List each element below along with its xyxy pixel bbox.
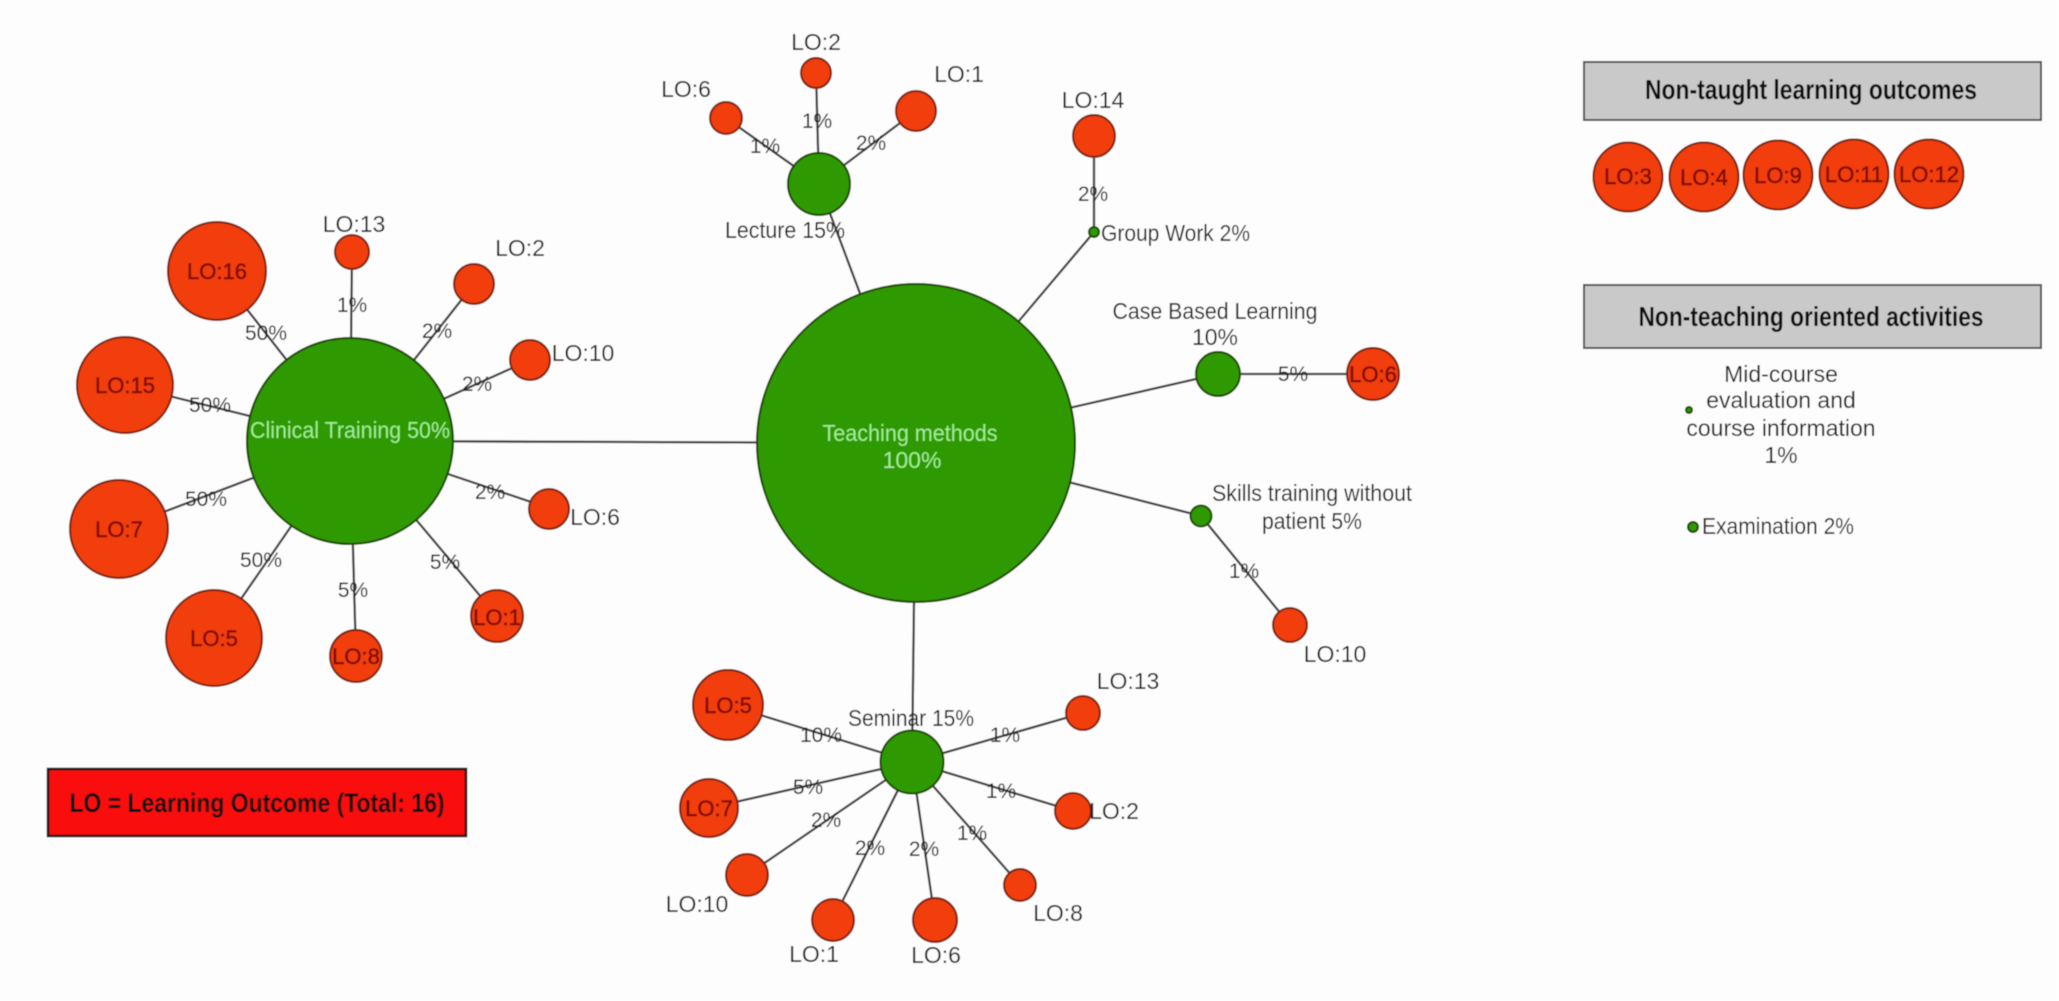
svg-text:10%: 10% (1192, 324, 1238, 350)
svg-text:LO:13: LO:13 (323, 211, 386, 237)
svg-text:LO:11: LO:11 (1825, 162, 1883, 187)
svg-text:LO:1: LO:1 (789, 941, 839, 967)
svg-text:1%: 1% (750, 135, 780, 158)
svg-text:50%: 50% (240, 549, 282, 572)
svg-text:2%: 2% (1078, 183, 1108, 206)
svg-text:100%: 100% (883, 447, 942, 473)
svg-text:Seminar 15%: Seminar 15% (848, 705, 974, 731)
svg-text:evaluation and: evaluation and (1706, 387, 1856, 413)
svg-text:LO:5: LO:5 (190, 626, 238, 651)
svg-text:1%: 1% (337, 294, 367, 317)
svg-text:LO:7: LO:7 (685, 796, 733, 821)
svg-text:5%: 5% (430, 551, 460, 574)
svg-text:50%: 50% (245, 322, 287, 345)
svg-text:Lecture 15%: Lecture 15% (725, 217, 845, 243)
svg-text:1%: 1% (1764, 442, 1797, 468)
svg-text:2%: 2% (856, 132, 886, 155)
svg-text:LO:10: LO:10 (552, 340, 615, 366)
svg-text:50%: 50% (185, 488, 227, 511)
svg-text:2%: 2% (909, 838, 939, 861)
svg-text:Teaching methods: Teaching methods (823, 420, 998, 446)
svg-text:1%: 1% (802, 110, 832, 133)
svg-text:LO:12: LO:12 (1899, 162, 1959, 187)
svg-text:Non-teaching oriented activiti: Non-teaching oriented activities (1639, 301, 1984, 332)
svg-text:LO:1: LO:1 (934, 61, 984, 87)
svg-text:course information: course information (1686, 415, 1875, 441)
svg-text:LO:7: LO:7 (95, 517, 143, 542)
svg-text:Clinical Training 50%: Clinical Training 50% (250, 417, 450, 443)
svg-text:LO:15: LO:15 (95, 373, 155, 398)
svg-text:LO:8: LO:8 (1033, 900, 1083, 926)
svg-text:LO:6: LO:6 (570, 504, 620, 530)
svg-text:LO = Learning Outcome (Total:: LO = Learning Outcome (Total: 16) (70, 788, 445, 818)
svg-text:1%: 1% (957, 822, 987, 845)
svg-text:Case Based Learning: Case Based Learning (1113, 298, 1318, 324)
svg-text:LO:2: LO:2 (1089, 798, 1139, 824)
svg-text:1%: 1% (990, 724, 1020, 747)
svg-text:LO:3: LO:3 (1604, 164, 1652, 189)
svg-text:LO:9: LO:9 (1754, 163, 1802, 188)
svg-text:50%: 50% (189, 394, 231, 417)
svg-text:2%: 2% (811, 809, 841, 832)
svg-text:LO:5: LO:5 (704, 693, 752, 718)
svg-text:2%: 2% (422, 320, 452, 343)
svg-text:Non-taught learning outcomes: Non-taught learning outcomes (1645, 74, 1977, 105)
svg-text:LO:10: LO:10 (666, 891, 729, 917)
svg-text:LO:2: LO:2 (495, 235, 545, 261)
svg-text:LO:10: LO:10 (1304, 641, 1367, 667)
svg-text:Skills training without: Skills training without (1212, 480, 1413, 506)
svg-text:LO:14: LO:14 (1062, 87, 1125, 113)
svg-text:patient 5%: patient 5% (1262, 508, 1362, 534)
svg-text:Mid-course: Mid-course (1724, 361, 1838, 387)
svg-text:LO:1: LO:1 (473, 605, 521, 630)
svg-text:LO:4: LO:4 (1680, 165, 1728, 190)
svg-text:Group Work 2%: Group Work 2% (1101, 220, 1250, 246)
svg-text:LO:13: LO:13 (1097, 668, 1160, 694)
svg-text:LO:6: LO:6 (1349, 362, 1397, 387)
svg-text:5%: 5% (338, 579, 368, 602)
svg-text:1%: 1% (986, 780, 1016, 803)
svg-text:2%: 2% (462, 373, 492, 396)
svg-text:LO:8: LO:8 (332, 644, 380, 669)
svg-text:LO:2: LO:2 (791, 29, 841, 55)
svg-text:2%: 2% (475, 481, 505, 504)
svg-text:Examination 2%: Examination 2% (1702, 513, 1854, 539)
svg-text:LO:6: LO:6 (661, 76, 711, 102)
svg-text:5%: 5% (1278, 363, 1308, 386)
svg-text:5%: 5% (793, 776, 823, 799)
svg-text:LO:16: LO:16 (187, 259, 247, 284)
svg-text:LO:6: LO:6 (911, 942, 961, 968)
svg-text:2%: 2% (855, 837, 885, 860)
svg-text:1%: 1% (1229, 560, 1259, 583)
svg-text:10%: 10% (800, 724, 842, 747)
